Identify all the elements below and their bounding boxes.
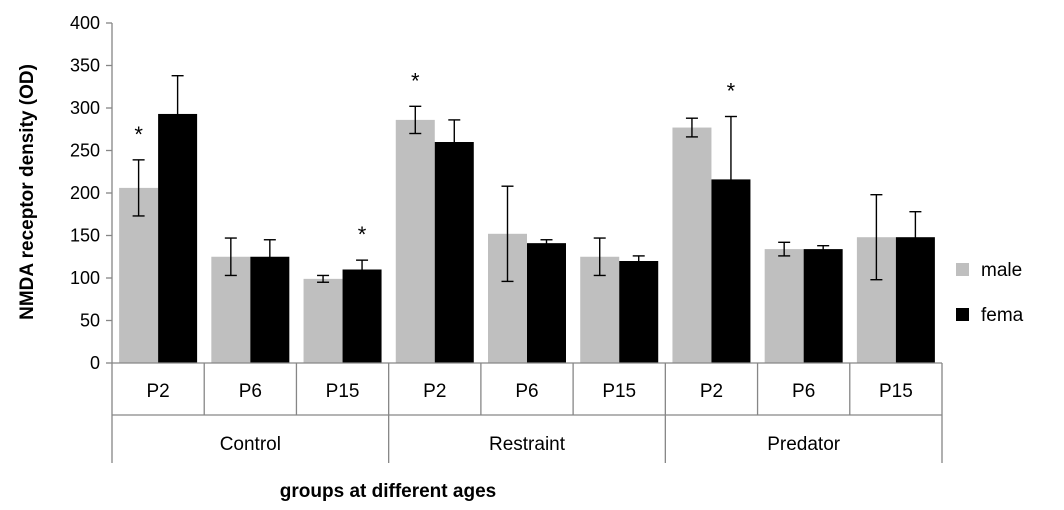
error-bars <box>132 74 922 283</box>
y-tick-label: 200 <box>70 183 100 203</box>
bar-fema-1 <box>250 256 290 363</box>
y-tick-label: 400 <box>70 13 100 33</box>
legend-label-male: male <box>981 260 1022 281</box>
bar-male-6 <box>672 127 712 363</box>
x-axis-title: groups at different ages <box>280 481 496 502</box>
bar-male-2 <box>303 278 343 363</box>
significance-star: * <box>358 222 367 247</box>
significance-star: * <box>727 79 736 104</box>
bar-fema-3 <box>434 142 474 363</box>
x-category-label: P2 <box>146 381 169 402</box>
y-axis: 0 50 100 150 200 250 300 350 400 <box>70 13 113 373</box>
x-category-label: P2 <box>423 381 446 402</box>
x-group-label: Predator <box>767 434 841 455</box>
y-axis-title: NMDA receptor density (OD) <box>17 64 38 320</box>
bar-male-7 <box>764 249 804 363</box>
legend-swatch-fema <box>956 308 969 321</box>
x-category-label: P15 <box>602 381 636 402</box>
bar-fema-5 <box>619 261 659 363</box>
y-tick-label: 50 <box>80 311 100 331</box>
bar-male-3 <box>395 119 435 364</box>
y-tick-label: 350 <box>70 56 100 76</box>
y-tick-label: 300 <box>70 98 100 118</box>
y-tick-label: 100 <box>70 268 100 288</box>
x-axis: P2 P6 P15 P2 P6 P15 P2 P6 P15 Control Restraint Pre… <box>111 362 943 463</box>
significance-markers: * * * * <box>134 68 735 247</box>
x-group-label: Restraint <box>489 434 566 455</box>
x-category-label: P15 <box>879 381 913 402</box>
x-category-label: P2 <box>700 381 723 402</box>
legend-swatch-male <box>956 263 969 276</box>
bar-fema-4 <box>527 243 566 363</box>
bars <box>119 113 935 364</box>
x-category-label: P6 <box>792 381 815 402</box>
x-category-label: P6 <box>239 381 262 402</box>
significance-star: * <box>411 68 420 93</box>
bar-male-0 <box>119 187 159 363</box>
significance-star: * <box>134 122 143 147</box>
legend: male fema <box>956 260 1024 326</box>
x-category-label: P6 <box>515 381 538 402</box>
bar-fema-2 <box>342 269 382 363</box>
y-tick-label: 250 <box>70 141 100 161</box>
bar-fema-0 <box>158 113 198 363</box>
x-group-label: Control <box>220 434 281 455</box>
y-tick-label: 150 <box>70 226 100 246</box>
x-category-label: P15 <box>326 381 360 402</box>
bar-fema-7 <box>803 249 843 363</box>
y-tick-label: 0 <box>90 353 100 373</box>
legend-label-fema: fema <box>981 305 1024 326</box>
